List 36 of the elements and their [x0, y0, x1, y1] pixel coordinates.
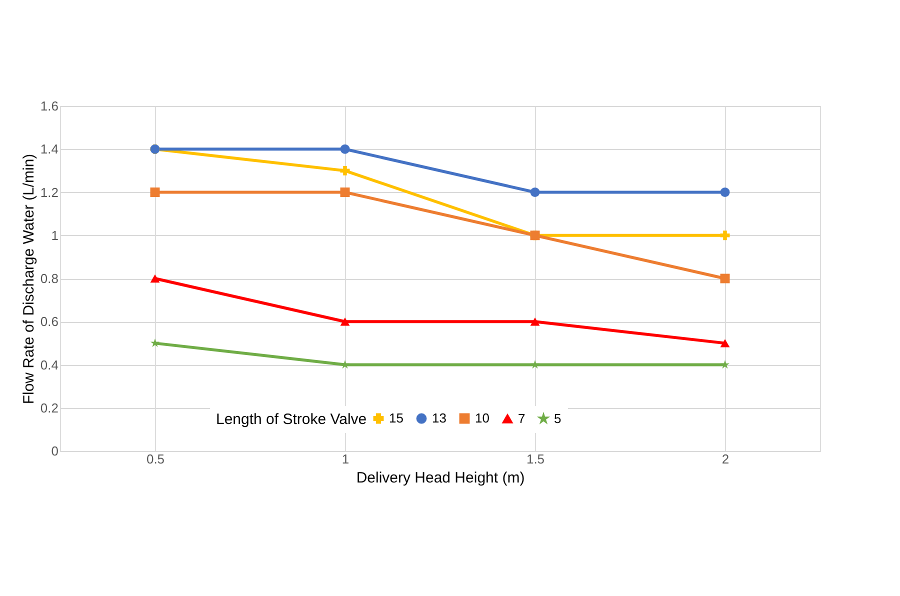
point [720, 230, 730, 240]
legend-title: Length of Stroke Valve [216, 411, 367, 428]
point [530, 188, 540, 197]
point [720, 188, 730, 197]
point [720, 274, 730, 284]
x-tick-label: 2 [722, 452, 730, 466]
point [530, 318, 540, 326]
y-tick-label: 0 [51, 444, 58, 458]
point [720, 339, 730, 348]
point [340, 166, 350, 176]
y-tick-label: 0.6 [40, 314, 58, 330]
point [340, 318, 350, 326]
point [150, 274, 160, 283]
y-tick-label: 1.4 [40, 142, 58, 157]
point [150, 188, 160, 197]
y-axis-title: Flow Rate of Discharge Water (L/min) [20, 154, 38, 404]
x-tick-label: 1.5 [526, 452, 545, 466]
y-tick-label: 1 [51, 228, 58, 243]
point [340, 144, 350, 154]
y-tick-label: 0.4 [40, 357, 58, 372]
point [150, 338, 160, 348]
x-tick-label: 0.5 [146, 452, 165, 466]
y-tick-label: 0.8 [40, 271, 58, 286]
y-tick-label: 0.2 [40, 400, 58, 416]
legend-label: 15 [389, 410, 404, 426]
x-tick-label: 1 [342, 452, 350, 466]
x-axis-title: Delivery Head Height (m) [356, 470, 525, 486]
point [720, 360, 730, 369]
legend-label: 5 [554, 410, 562, 426]
y-tick-label: 1.6 [40, 98, 58, 114]
point [530, 360, 540, 369]
y-tick-label: 1.2 [40, 184, 58, 200]
legend-label: 7 [518, 410, 526, 426]
point [340, 188, 350, 197]
legend-label: 10 [475, 410, 490, 426]
legend-label: 13 [432, 410, 446, 426]
